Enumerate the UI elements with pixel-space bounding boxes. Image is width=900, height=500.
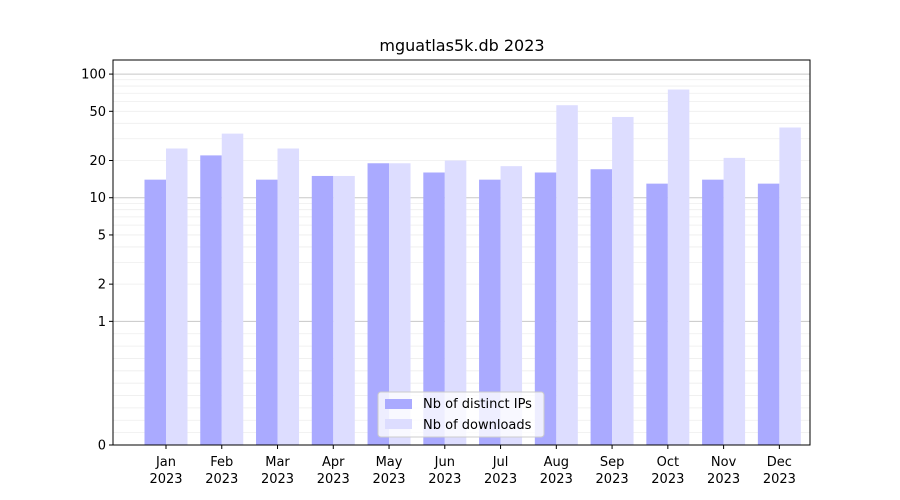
x-tick-label-year: 2023	[205, 472, 238, 487]
x-tick-label: Sep	[600, 455, 625, 470]
bar-downloads	[779, 127, 801, 446]
x-tick-label: Dec	[767, 455, 792, 470]
bar-downloads	[277, 148, 300, 445]
x-tick-label-year: 2023	[707, 472, 740, 487]
x-tick-label: Jul	[492, 455, 509, 470]
legend: Nb of distinct IPs Nb of downloads	[377, 391, 545, 438]
legend-box	[377, 391, 545, 438]
legend-label-downloads: Nb of downloads	[423, 418, 532, 433]
bar-downloads	[556, 105, 578, 445]
bar-distinct-ips	[367, 163, 390, 445]
bar-distinct-ips	[757, 183, 780, 445]
x-tick-label: Aug	[544, 455, 569, 470]
x-tick-label: Jun	[434, 455, 455, 470]
x-tick-label-year: 2023	[484, 472, 517, 487]
y-tick-label: 10	[89, 191, 106, 206]
y-tick-label: 50	[89, 105, 106, 120]
bar-distinct-ips	[590, 169, 613, 445]
bar-downloads	[333, 175, 355, 445]
bar-distinct-ips	[200, 155, 222, 445]
y-tick-label: 1	[98, 315, 106, 330]
x-tick-label: Apr	[322, 455, 345, 470]
y-tick-label: 20	[89, 154, 106, 169]
bars	[144, 89, 801, 446]
bar-downloads	[389, 163, 411, 445]
x-tick-label-year: 2023	[317, 472, 350, 487]
x-tick-label-year: 2023	[596, 472, 629, 487]
y-tick-label: 2	[98, 278, 106, 293]
bar-distinct-ips	[479, 179, 501, 446]
legend-swatch-distinct-ips	[385, 399, 412, 409]
bar-distinct-ips	[646, 183, 668, 445]
x-tick-label-year: 2023	[651, 472, 684, 487]
bar-downloads	[667, 89, 690, 445]
bar-downloads	[444, 160, 467, 445]
plot-frame	[112, 59, 811, 446]
bar-distinct-ips	[702, 179, 724, 446]
x-axis-ticks: Jan 2023 Feb 2023 Mar 2023 Apr 2023 May 2023 Jun 20…	[149, 445, 796, 487]
x-tick-label-year: 2023	[149, 472, 182, 487]
x-tick-label: Feb	[210, 455, 233, 470]
x-tick-label: Mar	[265, 455, 290, 470]
bar-downloads	[166, 148, 188, 445]
x-tick-label: Nov	[711, 455, 737, 470]
x-tick-label-year: 2023	[540, 472, 573, 487]
y-axis-ticks: 0 1 2 5 10 20 50 100	[81, 68, 113, 454]
x-tick-label-year: 2023	[261, 472, 294, 487]
legend-label-distinct-ips: Nb of distinct IPs	[423, 397, 532, 412]
x-tick-label-year: 2023	[428, 472, 461, 487]
bar-distinct-ips	[534, 172, 557, 446]
bar-downloads	[500, 166, 523, 445]
legend-swatch-downloads	[385, 419, 412, 429]
bar-downloads	[723, 157, 746, 446]
x-tick-label: Oct	[657, 455, 679, 470]
bar-distinct-ips	[311, 175, 334, 445]
bar-distinct-ips	[256, 179, 278, 446]
bar-downloads	[612, 116, 634, 445]
bar-distinct-ips	[423, 172, 445, 446]
y-tick-label: 100	[81, 68, 106, 83]
x-tick-label-year: 2023	[763, 472, 796, 487]
chart-title: mguatlas5k.db 2023	[379, 36, 544, 55]
x-tick-label: May	[376, 455, 403, 470]
x-tick-label-year: 2023	[372, 472, 405, 487]
bar-distinct-ips	[144, 179, 166, 446]
bar-downloads	[221, 133, 244, 445]
x-tick-label: Jan	[155, 455, 176, 470]
y-tick-label: 0	[98, 439, 106, 454]
y-tick-label: 5	[98, 228, 106, 243]
